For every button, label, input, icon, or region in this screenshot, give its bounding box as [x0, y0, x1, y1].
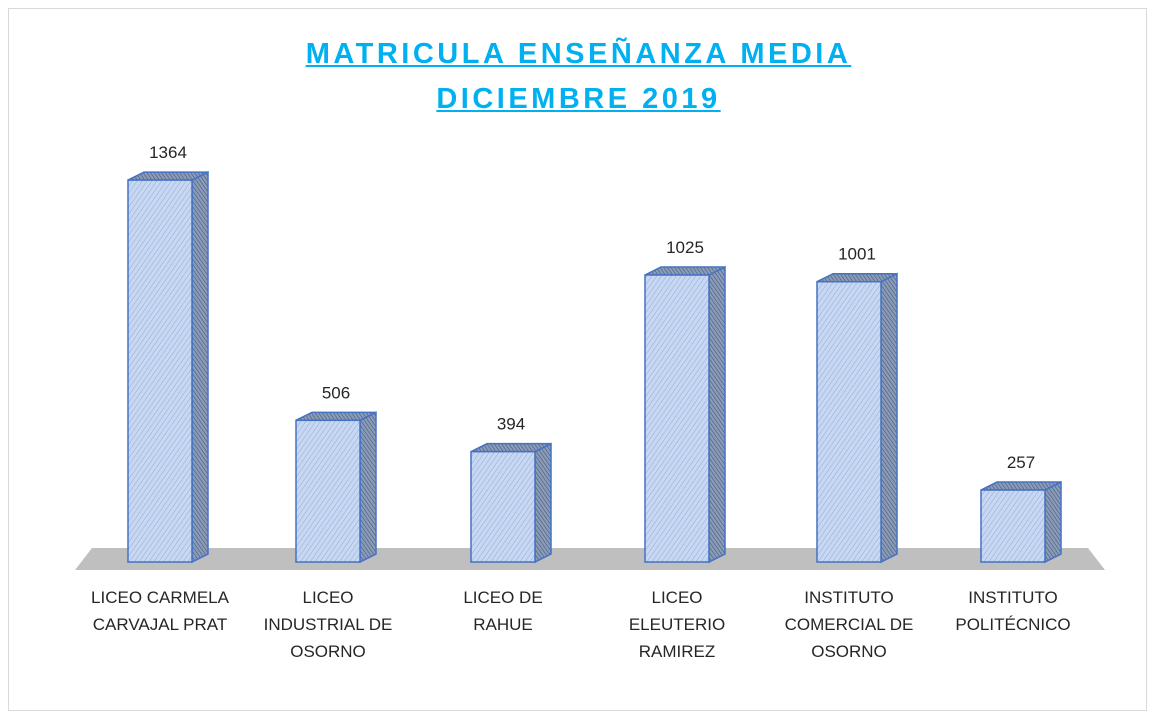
bar: [980, 480, 1062, 564]
bar-face: [295, 411, 377, 422]
data-label: 1364: [149, 143, 187, 162]
bar: [644, 265, 726, 564]
bar-face: [708, 265, 726, 564]
x-tick-label: LICEO INDUSTRIAL DE OSORNO: [263, 588, 393, 661]
x-tick-label: INSTITUTO COMERCIAL DE OSORNO: [784, 588, 914, 661]
bar-face: [295, 419, 361, 563]
data-label: 1025: [666, 238, 704, 257]
bar-face: [644, 266, 726, 276]
bar-face: [127, 171, 209, 181]
bar-face: [1044, 480, 1062, 564]
bar-face: [359, 411, 377, 564]
bar: [295, 411, 377, 564]
x-tick-label: LICEO DE RAHUE: [463, 588, 543, 634]
data-label: 1001: [838, 245, 876, 264]
bar: [816, 272, 898, 564]
bar: [470, 442, 552, 564]
bar-face: [470, 450, 536, 563]
data-label: 394: [497, 415, 525, 434]
x-tick-label: LICEO CARMELA CARVAJAL PRAT: [91, 588, 229, 634]
floor: [75, 548, 1105, 570]
bar-face: [534, 442, 552, 564]
bar-face: [470, 442, 552, 453]
x-tick-label: LICEO ELEUTERIO RAMIREZ: [628, 588, 726, 661]
bar-face: [980, 481, 1062, 491]
x-tick-label: INSTITUTO POLITÉCNICO: [955, 588, 1071, 634]
chart-frame: [8, 8, 1147, 711]
bar-face: [644, 274, 710, 563]
data-label: 506: [322, 383, 350, 402]
bar-face: [980, 489, 1046, 563]
data-label: 257: [1007, 453, 1035, 472]
bar-face: [191, 170, 209, 564]
chart-title: MATRICULA ENSEÑANZA MEDIA: [305, 38, 852, 70]
bar: [127, 170, 209, 564]
bar-face: [880, 272, 898, 564]
bar-face: [816, 272, 898, 283]
bar-face: [127, 179, 193, 563]
bar-face: [816, 280, 882, 563]
chart-title: DICIEMBRE 2019: [436, 83, 721, 115]
